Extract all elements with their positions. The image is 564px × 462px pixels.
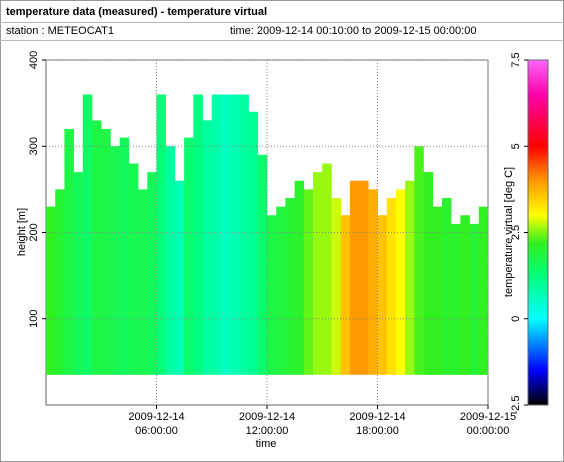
y-tick-label: 300 [28,137,40,155]
x-tick-line: 2009-12-14 [128,411,184,423]
heat-column [230,94,240,375]
heat-column [184,137,194,375]
heat-column [211,94,222,375]
heat-column [73,172,84,375]
heat-column [119,137,130,375]
heat-column [359,180,369,375]
x-tick-label: 2009-12-15 00:00:00 [460,411,516,437]
heat-column [313,172,323,375]
x-tick-label: 2009-12-14 06:00:00 [128,411,184,437]
heat-column [395,189,406,375]
heat-column [478,206,489,375]
x-tick-line: 00:00:00 [467,425,510,437]
colorbar-tick-label: 2.5 [510,225,522,240]
heat-column [294,180,305,375]
x-tick-line: 18:00:00 [356,425,399,437]
title: temperature data (measured) - temperatur… [6,6,267,18]
heat-column [267,215,277,375]
x-tick-label: 2009-12-14 12:00:00 [239,411,295,437]
colorbar-tick-label: 0 [510,316,522,322]
heat-column [303,189,314,375]
colorbar-label: temperature virtual [deg C] [503,167,515,297]
heat-column [46,206,56,375]
heat-column [92,120,102,375]
x-tick-line: 06:00:00 [135,425,178,437]
heat-column [349,180,360,375]
heat-column [220,94,231,375]
y-tick-label: 200 [28,223,40,241]
heat-column [276,206,286,375]
heat-column [460,215,470,375]
x-tick-label: 2009-12-14 18:00:00 [349,411,405,437]
heat-column [432,206,443,375]
heat-column [193,94,203,375]
x-tick-line: 12:00:00 [246,425,289,437]
heat-column [386,198,397,375]
heat-column [451,223,461,375]
heat-column [147,172,157,375]
heat-column [156,94,167,375]
colorbar-tick-label: -2.5 [510,396,522,415]
heat-column [248,111,259,375]
heat-column [165,146,176,375]
heat-column [55,189,65,375]
time-range: time: 2009-12-14 00:10:00 to 2009-12-15 … [230,25,476,37]
y-tick-label: 100 [28,310,40,328]
colorbar [527,59,549,406]
heat-column [110,146,120,375]
heat-column [405,180,415,375]
heat-column [202,120,213,375]
colorbar-tick-label: 5 [510,143,522,149]
heat-column [441,198,452,375]
x-tick-line: 2009-12-14 [349,411,405,423]
colorbar-tick-label: 7.5 [510,52,522,67]
heat-column [331,198,341,375]
heat-column [469,223,480,375]
x-tick-line: 2009-12-14 [239,411,295,423]
heat-column [285,198,295,375]
heat-column [414,146,424,375]
heat-column [239,94,249,375]
heat-column [128,163,139,375]
station: station : METEOCAT1 [6,25,114,37]
y-axis-label: height [m] [16,208,28,256]
heat-column [64,129,74,375]
x-axis-label: time [256,438,277,450]
heat-column [101,129,111,375]
heat-column [423,172,434,375]
y-tick-label: 400 [28,51,40,69]
heat-column [368,189,378,375]
heat-column [377,215,388,375]
heat-column [82,94,93,375]
heat-column [174,180,185,375]
heat-column [138,189,148,375]
x-tick-line: 2009-12-15 [460,411,516,423]
heat-column [322,163,332,375]
heat-column [257,154,268,375]
heat-column [340,215,351,375]
